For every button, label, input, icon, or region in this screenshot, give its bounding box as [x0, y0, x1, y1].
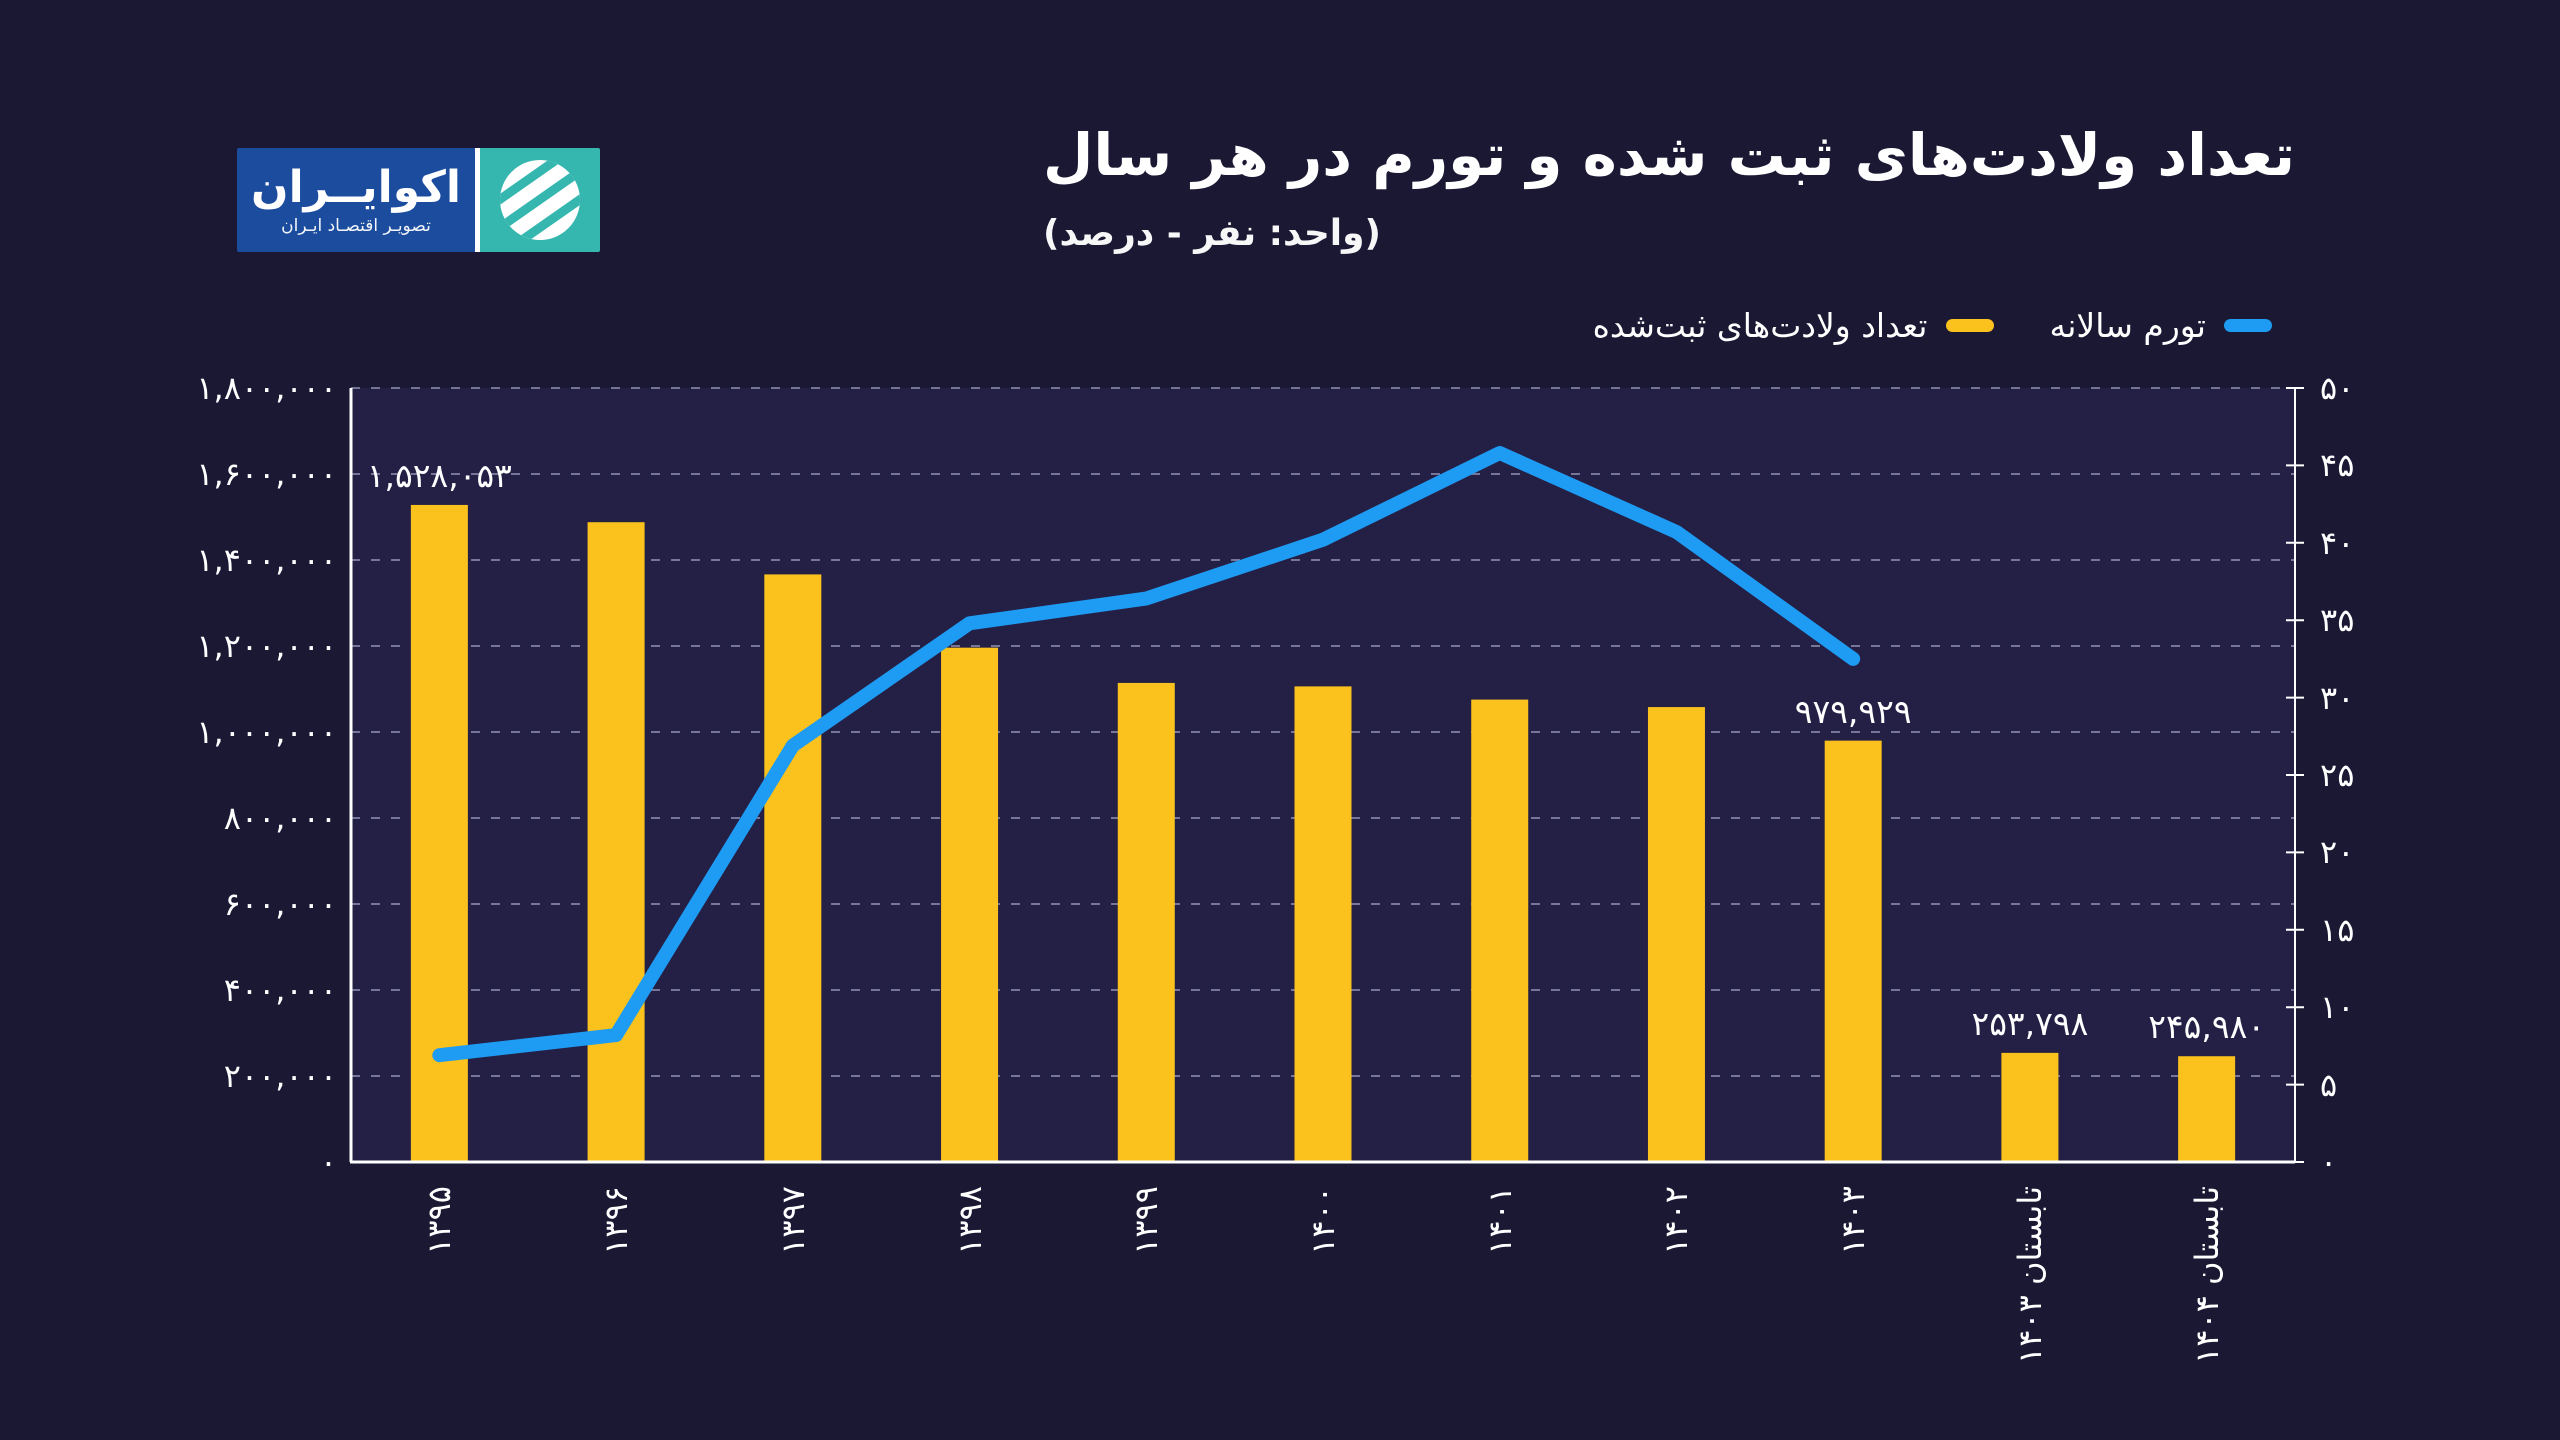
inflation-line	[432, 446, 1861, 1063]
x-axis-category-label: ۱۳۹۶	[597, 1186, 636, 1255]
y-axis-right-tick-label: ۴۵	[2320, 446, 2355, 485]
y-axis-right-tick-label: ۲۰	[2320, 833, 2355, 872]
y-axis-right-tick-label: ۱۰	[2320, 988, 2355, 1027]
bar-value-label: ۲۴۵,۹۸۰	[2148, 1007, 2266, 1047]
y-axis-left-tick-label: ۶۰۰,۰۰۰	[223, 885, 337, 923]
y-axis-right-tick-label: ۳۵	[2320, 601, 2355, 640]
bar-value-label: ۹۷۹,۹۲۹	[1794, 691, 1912, 731]
x-axis-category-label: ۱۴۰۳	[1834, 1186, 1873, 1255]
x-axis-category-label: ۱۳۹۵	[420, 1186, 459, 1255]
y-axis-right-tick-label: ۵۰	[2320, 369, 2355, 407]
brand-logo-divider	[475, 148, 480, 252]
x-axis-category-label: ۱۴۰۱	[1480, 1186, 1519, 1255]
x-axis-category-label: ۱۴۰۲	[1657, 1186, 1696, 1255]
y-axis-right-tick-label: ۳۰	[2320, 678, 2355, 717]
births-bar	[1294, 686, 1352, 1162]
births-bar	[2001, 1052, 2059, 1162]
y-axis-right-tick-label: ۱۵	[2320, 910, 2355, 949]
bar-value-label: ۱,۵۲۸,۰۵۳	[366, 455, 512, 495]
brand-tagline: تصویـر اقتصـاد ایـران	[281, 216, 431, 236]
legend-label-inflation: تورم سالانه	[2049, 306, 2207, 345]
births-bar	[1117, 682, 1175, 1162]
births-bar	[587, 522, 645, 1162]
births-bar	[1471, 699, 1529, 1162]
births-bar	[2178, 1056, 2236, 1162]
births-bar	[1824, 740, 1882, 1162]
y-axis-left-tick-label: ۱,۶۰۰,۰۰۰	[196, 455, 337, 493]
x-axis-category-label: تابستان ۱۴۰۳	[2010, 1186, 2049, 1364]
brand-logo: اکوایــران تصویـر اقتصـاد ایـران	[237, 148, 600, 252]
y-axis-right-tick-label: ۰	[2320, 1143, 2338, 1181]
legend-label-births: تعداد ولادت‌های ثبت‌شده	[1592, 306, 1928, 345]
x-axis-category-label: ۱۳۹۹	[1127, 1186, 1166, 1255]
births-bar	[941, 647, 999, 1162]
y-axis-left-tick-label: ۸۰۰,۰۰۰	[223, 799, 337, 837]
x-axis-category-label: تابستان ۱۴۰۴	[2187, 1186, 2226, 1364]
page-title: تعداد ولادت‌های ثبت شده و تورم در هر سال	[1043, 121, 2295, 189]
legend-item-inflation: تورم سالانه	[2049, 306, 2272, 345]
page-subtitle: (واحد: نفر - درصد)	[1043, 212, 1381, 254]
y-axis-left-tick-label: ۱,۰۰۰,۰۰۰	[196, 713, 337, 751]
inflation-line-swatch-icon	[2224, 319, 2272, 332]
y-axis-left-tick-label: ۱,۴۰۰,۰۰۰	[196, 541, 337, 579]
bar-value-label: ۲۵۳,۷۹۸	[1971, 1003, 2089, 1043]
brand-emblem	[480, 148, 600, 252]
y-axis-right-tick-label: ۵	[2320, 1065, 2338, 1104]
births-bar	[1647, 707, 1705, 1162]
y-axis-right-tick-label: ۴۰	[2320, 523, 2355, 562]
x-axis-category-label: ۱۳۹۷	[773, 1186, 812, 1255]
brand-name: اکوایــران	[251, 162, 461, 213]
brand-logo-textbox: اکوایــران تصویـر اقتصـاد ایـران	[237, 148, 475, 252]
y-axis-left-tick-label: ۴۰۰,۰۰۰	[223, 971, 337, 1009]
births-bar-swatch-icon	[1945, 319, 1994, 332]
y-axis-left-tick-label: ۱,۸۰۰,۰۰۰	[196, 369, 337, 407]
y-axis-left-tick-label: ۱,۲۰۰,۰۰۰	[196, 627, 337, 665]
globe-stripes-icon	[494, 154, 586, 246]
legend-item-births: تعداد ولادت‌های ثبت‌شده	[1593, 306, 1994, 345]
births-bar	[410, 504, 468, 1162]
y-axis-left-tick-label: ۲۰۰,۰۰۰	[223, 1057, 337, 1095]
y-axis-right-tick-label: ۲۵	[2320, 756, 2355, 794]
x-axis-category-label: ۱۴۰۰	[1304, 1186, 1342, 1255]
legend: تورم سالانه تعداد ولادت‌های ثبت‌شده	[1593, 306, 2272, 345]
x-axis-category-label: ۱۳۹۸	[950, 1186, 989, 1255]
y-axis-left-tick-label: ۰	[319, 1143, 337, 1181]
births-bar	[764, 574, 822, 1162]
header: تعداد ولادت‌های ثبت شده و تورم در هر سال…	[1043, 122, 2295, 254]
